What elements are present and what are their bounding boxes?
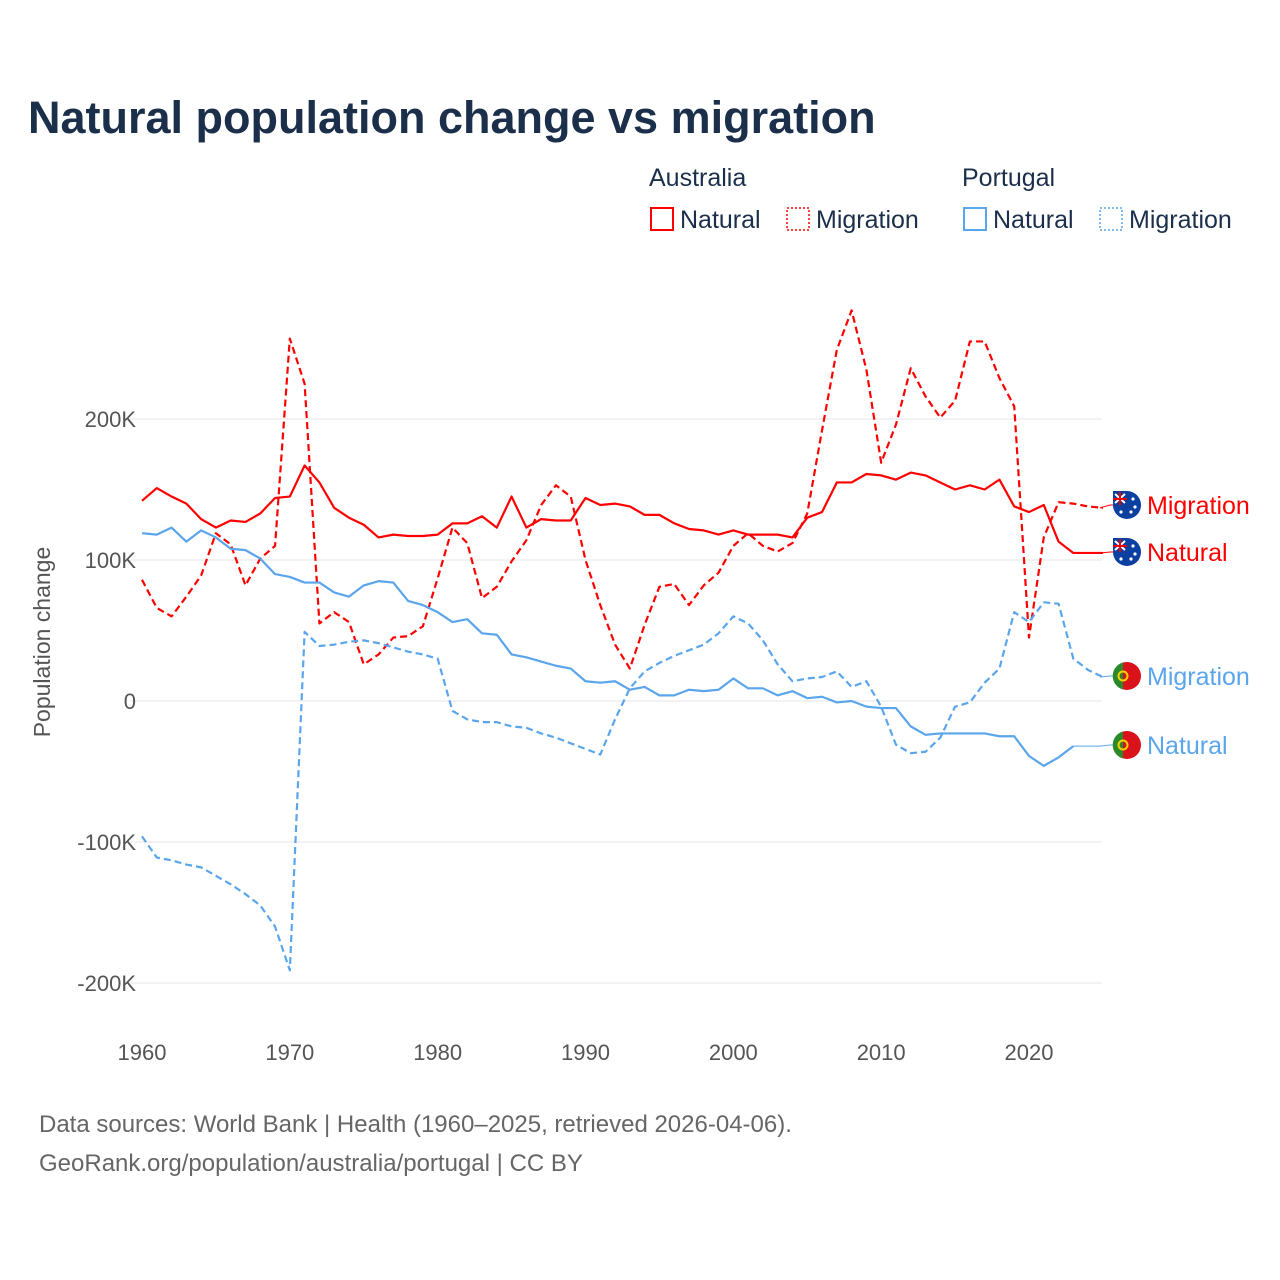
- legend-swatch-au-natural: [650, 207, 674, 231]
- x-tick-label: 1990: [561, 1040, 610, 1065]
- x-tick-label: 2010: [857, 1040, 906, 1065]
- end-labels: Natural Migration Natural Migration: [1073, 491, 1250, 760]
- legend-au-migration[interactable]: Migration: [816, 206, 919, 234]
- legend-group-australia: Australia: [649, 164, 746, 192]
- series-line-portugal-migration[interactable]: [141, 601, 1104, 972]
- y-tick-label: -200K: [77, 971, 136, 996]
- leader-line: [1099, 551, 1115, 554]
- end-label: Natural: [1147, 539, 1228, 567]
- source-line-1: Data sources: World Bank | Health (1960–…: [39, 1111, 792, 1138]
- x-tick-label: 2020: [1005, 1040, 1054, 1065]
- x-tick-label: 1960: [118, 1040, 167, 1065]
- australia-flag-icon: [1113, 491, 1141, 519]
- leader-line: [1073, 744, 1115, 747]
- legend-au-natural[interactable]: Natural: [680, 206, 761, 234]
- legend-pt-migration[interactable]: Migration: [1129, 206, 1232, 234]
- x-tick-label: 2000: [709, 1040, 758, 1065]
- end-label: Migration: [1147, 663, 1250, 691]
- x-axis: 1960 1970 1980 1990 2000 2010 2020: [118, 1040, 1054, 1065]
- legend-swatch-pt-migration: [1099, 207, 1123, 231]
- y-axis: -200K -100K 0 100K 200K: [77, 407, 136, 996]
- series-line-australia-migration[interactable]: [141, 309, 1104, 670]
- source-line-2[interactable]: GeoRank.org/population/australia/portuga…: [39, 1150, 583, 1177]
- end-label: Migration: [1147, 492, 1250, 520]
- leader-line: [1099, 675, 1115, 678]
- series-lines: [141, 309, 1104, 972]
- y-tick-label: 0: [124, 689, 136, 714]
- legend-pt-natural[interactable]: Natural: [993, 206, 1074, 234]
- legend: Australia Natural Migration Portugal Nat…: [649, 164, 1232, 234]
- legend-swatch-au-migration: [786, 207, 810, 231]
- series-line-portugal-natural[interactable]: [141, 526, 1075, 767]
- portugal-flag-icon: [1112, 662, 1141, 690]
- australia-flag-icon: [1113, 538, 1141, 566]
- chart-title: Natural population change vs migration: [28, 92, 876, 143]
- legend-group-portugal: Portugal: [962, 164, 1055, 192]
- leader-line: [1099, 504, 1115, 509]
- legend-swatch-pt-natural: [963, 207, 987, 231]
- y-tick-label: 100K: [85, 548, 137, 573]
- series-line-australia-natural[interactable]: [141, 464, 1103, 555]
- end-label: Natural: [1147, 732, 1228, 760]
- y-tick-label: -100K: [77, 830, 136, 855]
- grid: [130, 418, 1102, 984]
- x-tick-label: 1970: [265, 1040, 314, 1065]
- y-tick-label: 200K: [85, 407, 137, 432]
- y-axis-label: Population change: [29, 547, 55, 738]
- portugal-flag-icon: [1112, 731, 1141, 759]
- x-tick-label: 1980: [413, 1040, 462, 1065]
